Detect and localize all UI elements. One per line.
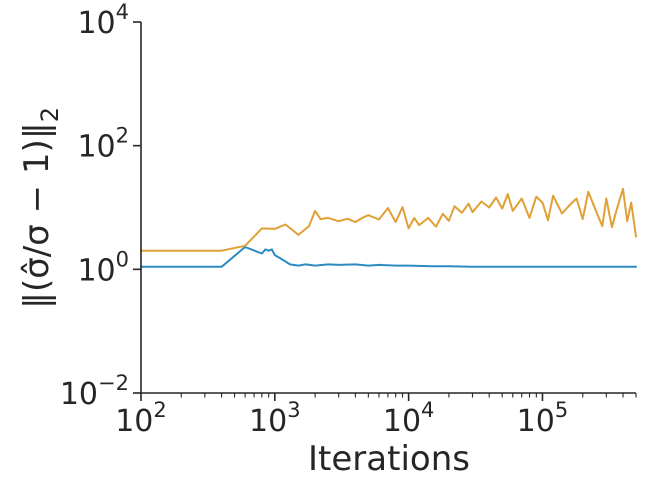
axes <box>140 22 636 394</box>
y-tick-label-4: 104 <box>77 0 129 41</box>
y-axis-title-subscript: 2 <box>36 107 64 122</box>
x-tick-label-1: 102 <box>115 398 167 439</box>
tick-layer: 102 103 104 105 10−2 100 102 104 <box>60 0 637 439</box>
x-tick-label-2: 103 <box>249 398 301 439</box>
y-tick-label-2: 100 <box>77 247 129 288</box>
y-axis-title-main: ‖(σ̂/σ − 1)‖ <box>17 122 57 309</box>
x-tick-label-3: 104 <box>383 398 435 439</box>
y-tick-label-1: 10−2 <box>60 371 129 412</box>
series-line-1 <box>140 246 637 268</box>
series-layer <box>140 187 637 268</box>
y-axis-title: ‖(σ̂/σ − 1)‖2 <box>17 107 64 309</box>
x-tick-label-4: 105 <box>517 398 569 439</box>
y-tick-label-3: 102 <box>77 124 129 165</box>
x-axis-title: Iterations <box>308 439 470 479</box>
series-line-2 <box>140 187 637 252</box>
